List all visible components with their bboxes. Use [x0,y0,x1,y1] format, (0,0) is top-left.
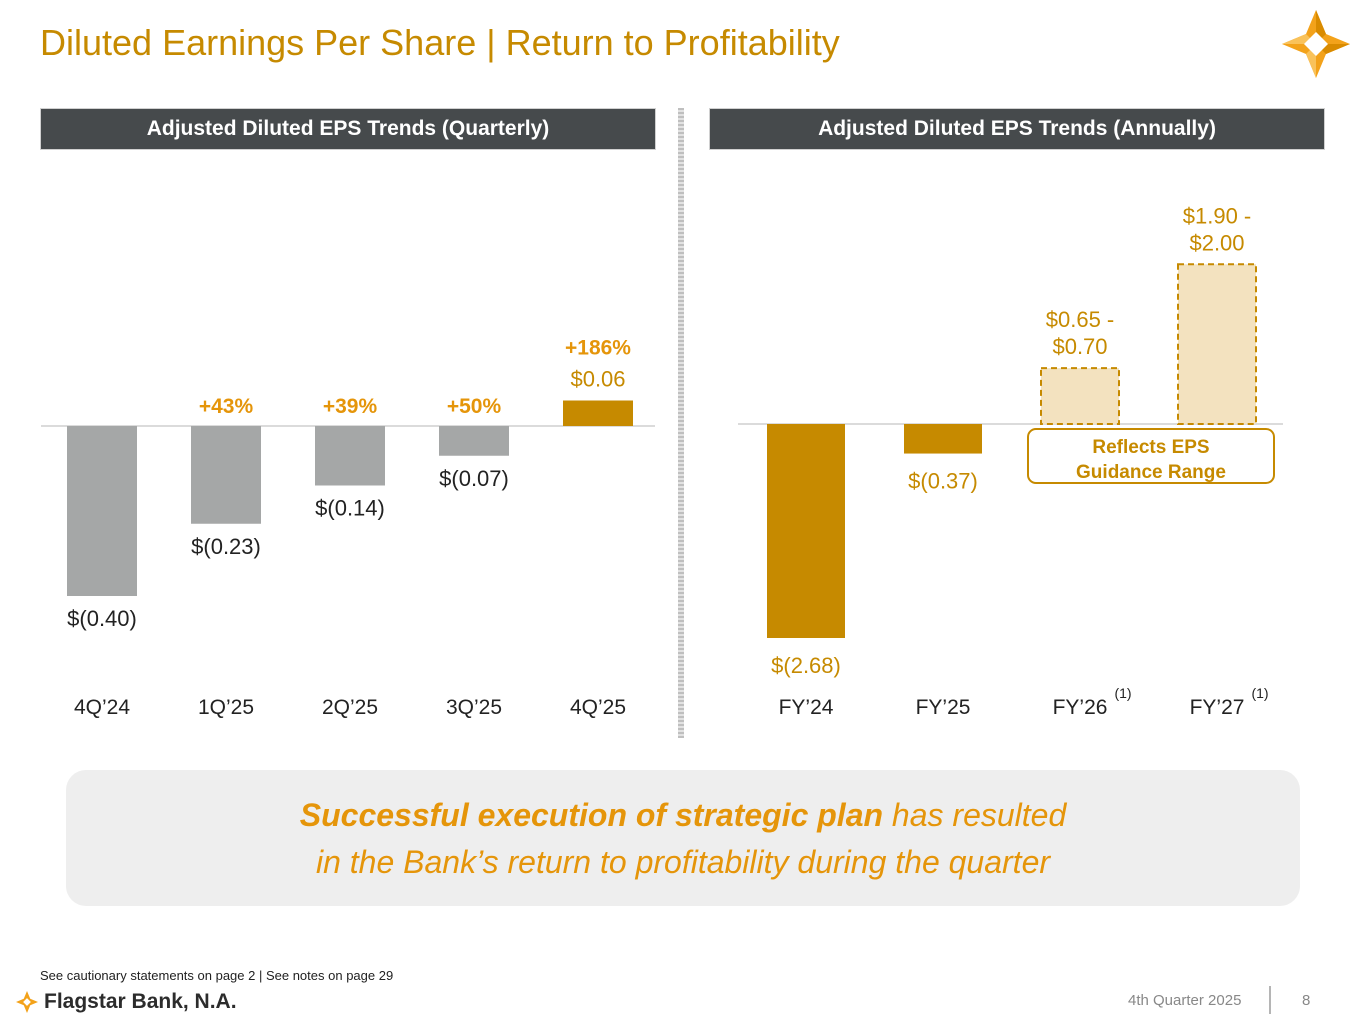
eps-charts: $(0.40) 4Q’24 $(0.23) +43% 1Q’25 $(0.14) +39% 2… [41,203,1283,719]
footer-separator [1269,986,1271,1014]
footer-quarter: 4th Quarter 2025 [1128,992,1242,1009]
callout-emphasis: Successful execution of strategic plan [299,797,884,833]
quarterly-category-label-1: 1Q’25 [198,696,254,719]
panel-divider [678,108,684,738]
quarterly-bar-4 [563,400,633,426]
guidance-range-annotation: Reflects EPS Guidance Range [1076,437,1226,483]
quarterly-value-label-4: $0.06 [570,367,625,392]
annual-value-label-2: $0.65 -$0.70 [1046,307,1115,359]
brand-footer: Flagstar Bank, N.A. [16,990,237,1014]
annual-value-label-3: $1.90 -$2.00 [1183,203,1252,255]
annual-chart-marks: $(2.68) FY’24 $(0.37) FY’25 $0.65 -$0.70 FY’2… [767,203,1275,719]
quarterly-change-label-2: +39% [323,395,378,418]
annual-category-label-3: FY’27 [1190,696,1245,719]
guidance-range-annotation-box [1027,428,1275,484]
flagstar-small-logo-icon [16,991,38,1013]
quarterly-change-label-4: +186% [565,337,631,360]
annual-bar-1 [904,424,982,454]
quarterly-bar-2 [315,426,385,486]
quarterly-value-label-3: $(0.07) [439,466,509,491]
callout-line-1: Successful execution of strategic plan h… [66,792,1300,839]
brand-name: Flagstar Bank, N.A. [44,990,237,1013]
quarterly-category-label-0: 4Q’24 [74,696,130,719]
quarterly-bar-1 [191,426,261,524]
flagstar-star-logo-icon [1282,10,1350,78]
quarterly-category-label-2: 2Q’25 [322,696,378,719]
callout-line-1-rest: has resulted [883,797,1067,833]
annual-guidance-bar-3 [1177,263,1257,425]
page-number: 8 [1302,992,1311,1009]
callout-line-2: in the Bank’s return to profitability du… [315,844,1051,880]
footnote: See cautionary statements on page 2 | Se… [40,968,394,983]
annual-category-label-1: FY’25 [916,696,971,719]
quarterly-chart-marks: $(0.40) 4Q’24 $(0.23) +43% 1Q’25 $(0.14) +39% 2… [67,337,633,719]
annual-category-label-0: FY’24 [779,696,834,719]
quarterly-value-label-0: $(0.40) [67,606,137,631]
annual-value-label-0: $(2.68) [771,653,841,678]
annual-bar-0 [767,424,845,638]
quarterly-value-label-1: $(0.23) [191,534,261,559]
page-title: Diluted Earnings Per Share | Return to P… [40,22,840,63]
quarterly-bar-0 [67,426,137,596]
annual-chart-header: Adjusted Diluted EPS Trends (Annually) [710,109,1324,149]
quarterly-value-label-2: $(0.14) [315,496,385,521]
key-message-callout: Successful execution of strategic plan h… [66,770,1300,906]
annual-guidance-bar-2 [1040,367,1120,426]
quarterly-category-label-4: 4Q’25 [570,696,626,719]
annual-category-note-3: (1) [1251,685,1268,701]
quarterly-category-label-3: 3Q’25 [446,696,502,719]
quarterly-change-label-1: +43% [199,395,254,418]
quarterly-chart-header: Adjusted Diluted EPS Trends (Quarterly) [41,109,655,149]
quarterly-change-label-3: +50% [447,395,502,418]
quarterly-bar-3 [439,426,509,456]
annual-category-label-2: FY’26 [1053,696,1108,719]
annual-value-label-1: $(0.37) [908,469,978,494]
annual-category-note-2: (1) [1114,685,1131,701]
